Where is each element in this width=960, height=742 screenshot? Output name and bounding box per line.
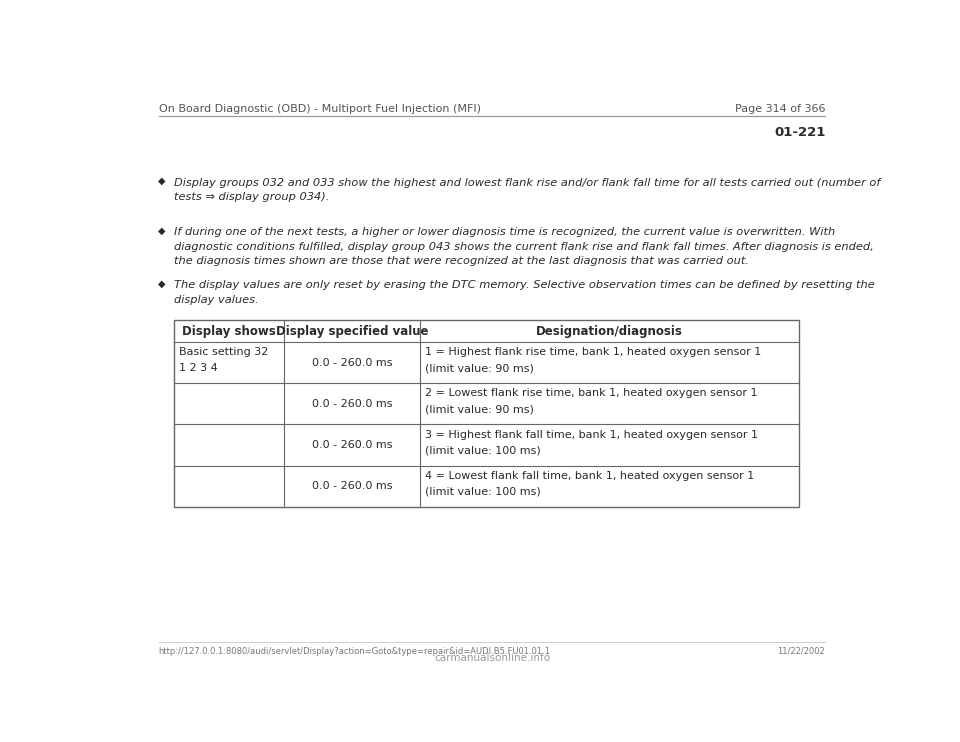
- Text: (limit value: 90 ms): (limit value: 90 ms): [425, 364, 534, 373]
- Text: 3 = Highest flank fall time, bank 1, heated oxygen sensor 1: 3 = Highest flank fall time, bank 1, hea…: [425, 430, 758, 439]
- Text: 0.0 - 260.0 ms: 0.0 - 260.0 ms: [311, 481, 392, 491]
- Text: Display shows: Display shows: [181, 325, 276, 338]
- Text: ◆: ◆: [157, 176, 165, 186]
- Text: 1 = Highest flank rise time, bank 1, heated oxygen sensor 1: 1 = Highest flank rise time, bank 1, hea…: [425, 347, 761, 358]
- Text: On Board Diagnostic (OBD) - Multiport Fuel Injection (MFI): On Board Diagnostic (OBD) - Multiport Fu…: [158, 104, 481, 114]
- Bar: [174, 321, 799, 507]
- Text: Basic setting 32: Basic setting 32: [179, 347, 268, 358]
- Text: (limit value: 100 ms): (limit value: 100 ms): [425, 487, 540, 496]
- Text: 2 = Lowest flank rise time, bank 1, heated oxygen sensor 1: 2 = Lowest flank rise time, bank 1, heat…: [425, 388, 757, 398]
- Text: ◆: ◆: [157, 279, 165, 289]
- Text: If during one of the next tests, a higher or lower diagnosis time is recognized,: If during one of the next tests, a highe…: [175, 227, 874, 266]
- Text: (limit value: 90 ms): (limit value: 90 ms): [425, 404, 534, 415]
- Text: ◆: ◆: [157, 226, 165, 236]
- Text: Page 314 of 366: Page 314 of 366: [734, 104, 826, 114]
- Text: 0.0 - 260.0 ms: 0.0 - 260.0 ms: [311, 440, 392, 450]
- Text: carmanualsonline.info: carmanualsonline.info: [434, 653, 550, 663]
- Text: 0.0 - 260.0 ms: 0.0 - 260.0 ms: [311, 358, 392, 368]
- Text: Designation/diagnosis: Designation/diagnosis: [536, 325, 683, 338]
- Text: 01-221: 01-221: [774, 126, 826, 139]
- Text: (limit value: 100 ms): (limit value: 100 ms): [425, 445, 540, 456]
- Text: 4 = Lowest flank fall time, bank 1, heated oxygen sensor 1: 4 = Lowest flank fall time, bank 1, heat…: [425, 470, 755, 481]
- Text: 11/22/2002: 11/22/2002: [778, 647, 826, 656]
- Text: 1 2 3 4: 1 2 3 4: [179, 364, 218, 373]
- Text: The display values are only reset by erasing the DTC memory. Selective observati: The display values are only reset by era…: [175, 280, 876, 305]
- Text: Display specified value: Display specified value: [276, 325, 428, 338]
- Text: 0.0 - 260.0 ms: 0.0 - 260.0 ms: [311, 399, 392, 409]
- Text: http://127.0.0.1:8080/audi/servlet/Display?action=Goto&type=repair&id=AUDI.B5.FU: http://127.0.0.1:8080/audi/servlet/Displ…: [158, 647, 551, 656]
- Text: Display groups 032 and 033 show the highest and lowest flank rise and/or flank f: Display groups 032 and 033 show the high…: [175, 177, 880, 202]
